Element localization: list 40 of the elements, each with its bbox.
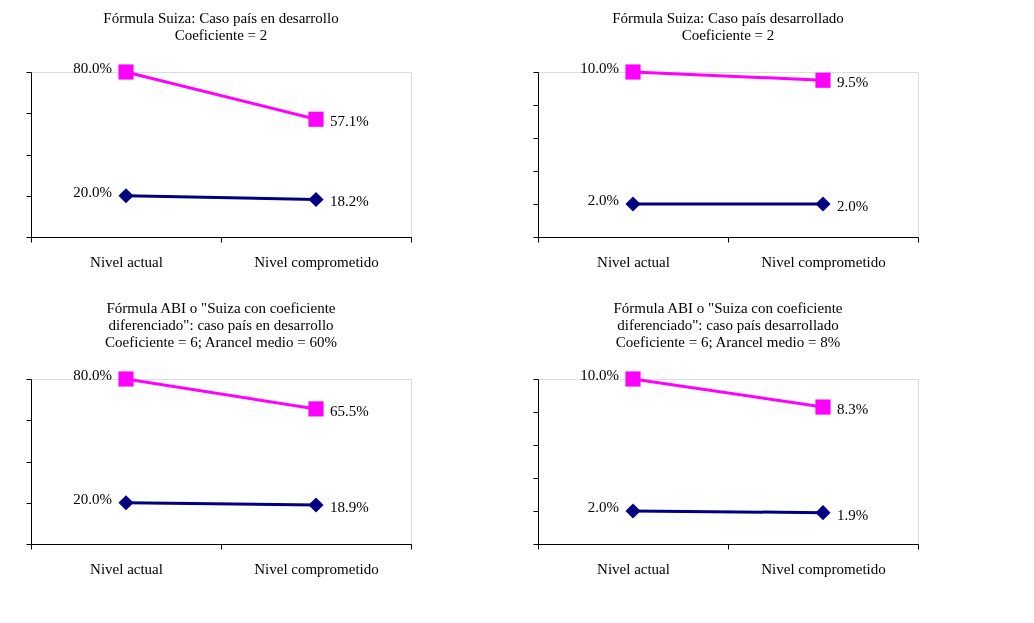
- x-tick-label: Nivel actual: [597, 560, 670, 577]
- point: [118, 371, 134, 387]
- point: [118, 188, 134, 204]
- chart-title: Fórmula Suiza: Caso país desarrollado Coeficiente = 2: [612, 10, 844, 43]
- chart-title: Fórmula ABI o "Suiza con coeficiente diferenciado": caso país en desarrollo Coeficiente = 6; Arancel medio = 60%: [105, 300, 337, 350]
- data-label: 20.0%: [73, 490, 112, 507]
- x-tick-label: Nivel actual: [90, 253, 163, 270]
- point: [815, 505, 831, 521]
- data-label: 18.9%: [330, 499, 369, 516]
- point: [308, 191, 324, 208]
- x-tick-label: Nivel comprometido: [761, 253, 886, 270]
- x-tick-label: Nivel comprometido: [761, 560, 886, 577]
- data-label: 57.1%: [330, 113, 369, 130]
- point: [625, 371, 641, 387]
- data-label: 20.0%: [73, 183, 112, 200]
- data-label: 8.3%: [837, 401, 869, 418]
- point: [815, 399, 831, 415]
- point: [308, 111, 324, 127]
- data-label: 1.9%: [837, 506, 869, 523]
- data-label: 10.0%: [580, 367, 619, 383]
- point: [118, 64, 134, 80]
- x-tick-label: Nivel actual: [90, 560, 163, 577]
- data-label: 9.5%: [837, 74, 869, 91]
- x-tick-label: Nivel comprometido: [254, 560, 379, 577]
- data-label: 80.0%: [73, 367, 112, 383]
- point: [118, 495, 134, 511]
- point: [308, 401, 324, 417]
- data-label: 18.2%: [330, 193, 369, 210]
- x-tick-label: Nivel comprometido: [254, 253, 379, 270]
- data-label: 2.0%: [587, 192, 619, 208]
- chart-title: Fórmula Suiza: Caso país en desarrollo Coeficiente = 2: [103, 10, 339, 43]
- data-label: 80.0%: [73, 60, 112, 76]
- data-label: 2.0%: [837, 198, 869, 214]
- point: [308, 497, 324, 513]
- chart-title: Fórmula ABI o "Suiza con coeficiente diferenciado": caso país desarrollado Coeficiente = 6; Arancel medio = 8%: [613, 300, 843, 350]
- data-label: 10.0%: [580, 60, 619, 76]
- point: [625, 503, 641, 519]
- x-tick-label: Nivel actual: [597, 253, 670, 270]
- data-label: 65.5%: [330, 402, 369, 419]
- data-label: 2.0%: [587, 499, 619, 515]
